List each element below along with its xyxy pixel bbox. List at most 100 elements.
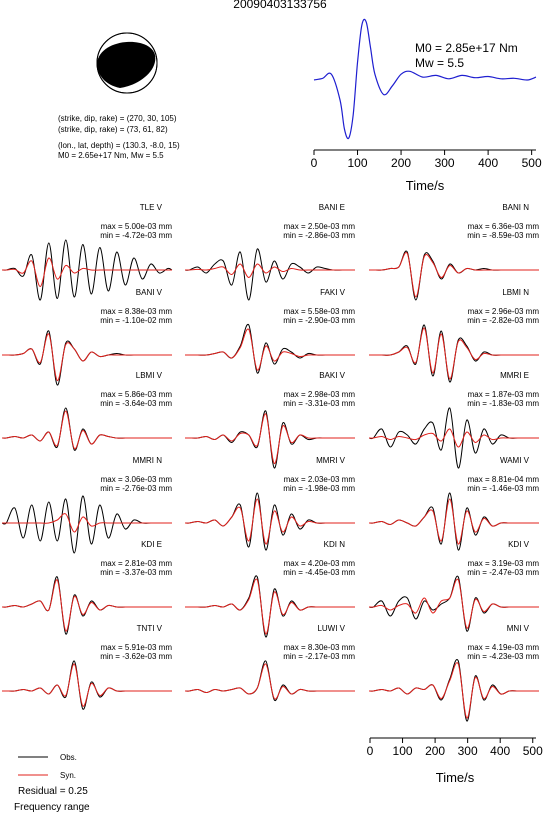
syn-trace — [185, 328, 355, 371]
stf-m0-label: M0 = 2.85e+17 Nm — [415, 41, 518, 55]
syn-trace — [368, 662, 539, 719]
obs-trace — [185, 323, 355, 374]
stf-series-line — [313, 18, 537, 140]
station-min: min = -3.62e-03 mm — [100, 652, 172, 661]
syn-trace — [184, 578, 355, 635]
x-tick-label: 0 — [367, 744, 374, 758]
mech-line-1: (strike, dip, rake) = (270, 30, 105) — [58, 114, 177, 123]
station-name: BANI N — [502, 203, 529, 212]
station-name: KDI V — [508, 540, 530, 549]
bottom-x-ticks: 0 100 200 300 400 500 — [367, 738, 543, 758]
syn-trace — [369, 327, 539, 380]
station-max: max = 5.91e-03 mm — [101, 643, 173, 652]
station-max: max = 1.87e-03 mm — [468, 390, 540, 399]
mech-line-4: M0 = 2.65e+17 Nm, Mw = 5.5 — [58, 151, 164, 160]
station-min: min = -2.82e-03 mm — [467, 316, 539, 325]
x-tick-label: 100 — [348, 156, 368, 170]
legend-syn-label: Syn. — [60, 771, 76, 780]
syn-trace — [2, 663, 172, 707]
station-max: max = 4.20e-03 mm — [284, 559, 356, 568]
station-min: min = -2.86e-03 mm — [283, 231, 355, 240]
station-min: min = -1.83e-03 mm — [467, 399, 539, 408]
syn-trace — [184, 413, 355, 465]
station-name: LBMI V — [136, 371, 163, 380]
stf-xlabel: Time/s — [406, 178, 445, 193]
x-tick-label: 300 — [458, 744, 478, 758]
station-max: max = 6.36e-03 mm — [468, 222, 540, 231]
x-tick-label: 400 — [478, 156, 498, 170]
station-min: min = -3.37e-03 mm — [100, 568, 172, 577]
station-min: min = -1.98e-03 mm — [283, 484, 355, 493]
station-min: min = -2.76e-03 mm — [100, 484, 172, 493]
station-min: min = -2.17e-03 mm — [283, 652, 355, 661]
station-max: max = 2.81e-03 mm — [101, 559, 173, 568]
x-tick-label: 200 — [425, 744, 445, 758]
x-tick-label: 500 — [522, 156, 542, 170]
mech-line-2: (strike, dip, rake) = (73, 61, 82) — [58, 125, 168, 134]
station-max: max = 3.19e-03 mm — [468, 559, 540, 568]
station-min: min = -3.64e-03 mm — [100, 399, 172, 408]
syn-trace — [2, 333, 172, 382]
station-name: WAMI V — [500, 456, 530, 465]
station-min: min = -4.45e-03 mm — [283, 568, 355, 577]
station-name: MMRI N — [133, 456, 163, 465]
station-name: LUWI V — [317, 624, 345, 633]
station-min: min = -8.59e-03 mm — [467, 231, 539, 240]
syn-trace — [369, 252, 539, 298]
x-tick-label: 400 — [490, 744, 510, 758]
station-name: KDI N — [324, 540, 346, 549]
beachball-icon — [96, 32, 158, 94]
x-tick-label: 500 — [523, 744, 543, 758]
legend-obs-label: Obs. — [60, 753, 77, 762]
legend-residual: Residual = 0.25 — [18, 786, 88, 797]
station-min: min = -4.23e-03 mm — [467, 652, 539, 661]
station-max: max = 5.00e-03 mm — [101, 222, 173, 231]
station-max: max = 5.86e-03 mm — [101, 390, 173, 399]
station-name: TLE V — [140, 203, 163, 212]
station-min: min = -2.90e-03 mm — [283, 316, 355, 325]
x-tick-label: 200 — [391, 156, 411, 170]
syn-trace — [1, 410, 172, 450]
station-name: MMRI V — [316, 456, 346, 465]
x-tick-label: 0 — [311, 156, 318, 170]
station-max: max = 2.98e-03 mm — [284, 390, 356, 399]
mechanism-info: (strike, dip, rake) = (270, 30, 105) (st… — [58, 114, 180, 160]
syn-trace — [368, 428, 539, 448]
legend-frequency: Frequency range — [14, 802, 90, 813]
station-name: BANI E — [319, 203, 345, 212]
station-min: min = -1.10e-02 mm — [100, 316, 172, 325]
station-name: TNTI V — [137, 624, 163, 633]
station-min: min = -1.46e-03 mm — [467, 484, 539, 493]
syn-trace — [184, 263, 355, 279]
station-max: max = 8.30e-03 mm — [284, 643, 356, 652]
station-max: max = 2.50e-03 mm — [284, 222, 356, 231]
station-max: max = 8.38e-03 mm — [101, 307, 173, 316]
station-name: MNI V — [507, 624, 530, 633]
obs-trace — [1, 407, 172, 451]
station-max: max = 2.03e-03 mm — [284, 475, 356, 484]
mech-line-3: (lon., lat, depth) = (130.3, -8.0, 15) — [58, 141, 180, 150]
bottom-time-axis: 0 100 200 300 400 500 Time/s — [367, 737, 543, 785]
syn-trace — [184, 663, 355, 700]
station-name: BANI V — [136, 288, 163, 297]
station-name: KDI E — [141, 540, 162, 549]
syn-trace — [1, 257, 172, 288]
station-max: max = 3.06e-03 mm — [101, 475, 173, 484]
station-min: min = -3.31e-03 mm — [283, 399, 355, 408]
syn-trace — [368, 498, 539, 545]
